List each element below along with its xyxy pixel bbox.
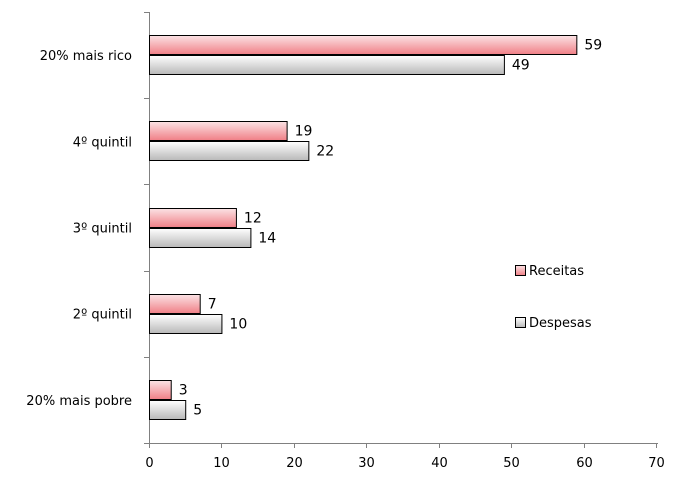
y-axis-ticks bbox=[144, 12, 149, 444]
bar-receitas-20-mais-pobre bbox=[149, 380, 172, 400]
data-label-despesas-3-quintil: 14 bbox=[258, 231, 276, 247]
x-axis-ticks: 0 10 20 30 40 50 60 70 bbox=[145, 443, 665, 471]
x-tick-label: 20 bbox=[286, 456, 303, 471]
legend-label-receitas: Receitas bbox=[529, 264, 584, 279]
bar-despesas-3-quintil bbox=[149, 228, 252, 248]
x-tick-label: 60 bbox=[576, 456, 593, 471]
bar-receitas-3-quintil bbox=[149, 208, 237, 228]
bar-despesas-20-mais-rico bbox=[149, 55, 505, 75]
data-label-receitas-20-mais-pobre: 3 bbox=[179, 383, 188, 399]
bar-despesas-4-quintil bbox=[149, 141, 310, 161]
data-label-receitas-3-quintil: 12 bbox=[244, 211, 262, 227]
data-label-receitas-4-quintil: 19 bbox=[295, 124, 313, 140]
legend: Receitas Despesas bbox=[515, 264, 592, 331]
bar-despesas-20-mais-pobre bbox=[149, 400, 187, 420]
data-label-despesas-4-quintil: 22 bbox=[316, 144, 334, 160]
bar-receitas-4-quintil bbox=[149, 121, 288, 141]
x-tick-label: 40 bbox=[431, 456, 448, 471]
category-label-20-mais-pobre: 20% mais pobre bbox=[26, 394, 132, 409]
bar-despesas-2-quintil bbox=[149, 314, 223, 334]
category-label-20-mais-rico: 20% mais rico bbox=[40, 49, 132, 64]
x-tick-label: 10 bbox=[213, 456, 230, 471]
category-label-2-quintil: 2º quintil bbox=[73, 308, 132, 323]
data-label-receitas-20-mais-rico: 59 bbox=[584, 38, 602, 54]
data-label-despesas-20-mais-rico: 49 bbox=[512, 58, 530, 74]
legend-label-despesas: Despesas bbox=[529, 316, 592, 331]
x-tick-label: 30 bbox=[358, 456, 375, 471]
x-tick-label: 50 bbox=[503, 456, 520, 471]
category-label-3-quintil: 3º quintil bbox=[73, 222, 132, 237]
bar-receitas-20-mais-rico bbox=[149, 35, 578, 55]
data-label-despesas-20-mais-pobre: 5 bbox=[193, 403, 202, 419]
x-tick-label: 0 bbox=[145, 456, 153, 471]
bar-receitas-2-quintil bbox=[149, 294, 201, 314]
data-label-receitas-2-quintil: 7 bbox=[208, 297, 217, 313]
bars-group bbox=[149, 35, 578, 420]
category-label-4-quintil: 4º quintil bbox=[73, 135, 132, 150]
legend-swatch-receitas bbox=[515, 265, 526, 276]
legend-swatch-despesas bbox=[515, 317, 526, 328]
data-label-despesas-2-quintil: 10 bbox=[229, 317, 247, 333]
x-tick-label: 70 bbox=[648, 456, 665, 471]
category-labels-group: 20% mais rico 4º quintil 3º quintil 2º quin… bbox=[26, 49, 132, 409]
